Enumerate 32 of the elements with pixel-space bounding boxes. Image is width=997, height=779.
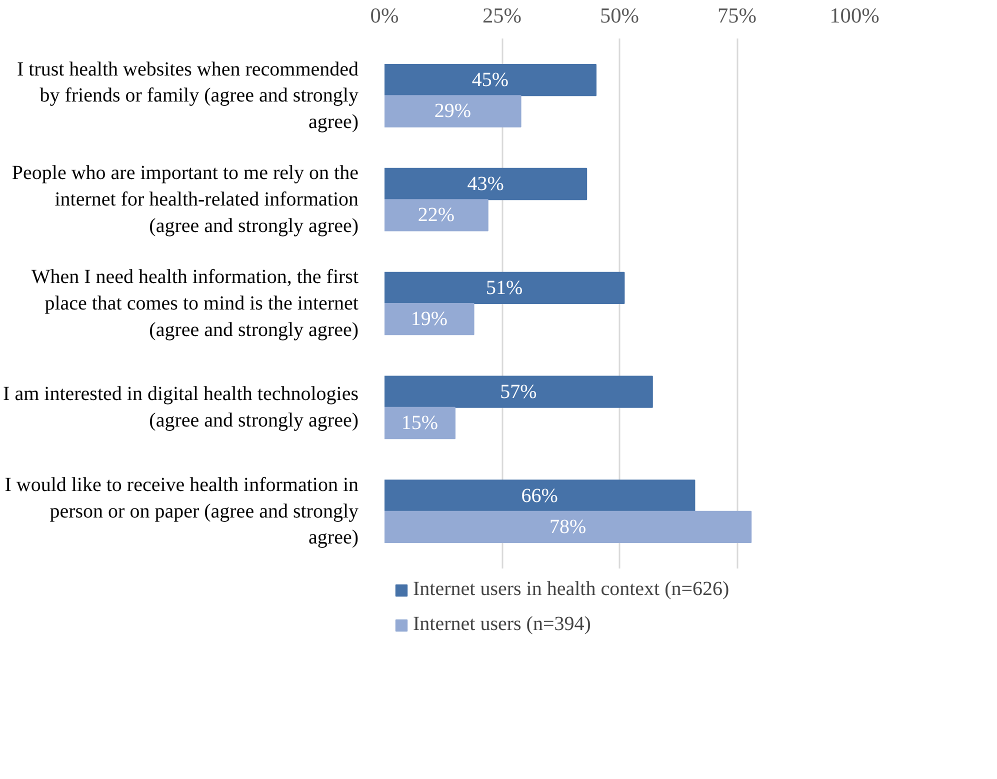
- data-label: 43%: [467, 172, 504, 195]
- data-label: 51%: [486, 276, 523, 299]
- bar: [384, 480, 696, 512]
- bar: [384, 303, 474, 336]
- y-tick-label: When I need health information, the first place that comes to mind is the internet (agree and strongly agree): [31, 266, 359, 341]
- data-label: 15%: [401, 412, 438, 434]
- bar: [384, 406, 456, 440]
- bar: [384, 95, 522, 128]
- y-tick-label: I trust health websites when recommended by friends or family (agree and strongly agree): [16, 58, 359, 134]
- y-tick-label: I would like to receive health information in person or on paper (agree and strongly agree): [4, 474, 358, 549]
- x-tick-label: 50%: [600, 4, 640, 28]
- bar: [384, 168, 588, 200]
- data-label: 57%: [500, 380, 537, 403]
- legend-label: Internet users in health context (n=626): [413, 578, 730, 601]
- bar: [384, 272, 625, 304]
- data-label: 22%: [418, 204, 455, 226]
- data-label: 19%: [410, 308, 448, 330]
- data-label: 45%: [472, 69, 509, 92]
- data-label: 66%: [521, 484, 558, 507]
- data-label: 78%: [549, 516, 586, 538]
- x-tick-label: 0%: [370, 4, 399, 28]
- y-tick-label: People who are important to me rely on the internet for health-related information (agree and strongly agree): [12, 162, 359, 237]
- x-tick-label: 100%: [830, 4, 880, 28]
- legend-label: Internet users (n=394): [413, 613, 591, 636]
- x-tick-label: 75%: [717, 4, 757, 28]
- bar: [384, 64, 596, 96]
- y-tick-label: I am interested in digital health technologies (agree and strongly agree): [3, 383, 359, 432]
- bar: [384, 376, 653, 408]
- bar: [384, 199, 488, 232]
- x-tick-label: 25%: [482, 4, 522, 28]
- data-label: 29%: [434, 100, 471, 122]
- bar: [384, 510, 752, 544]
